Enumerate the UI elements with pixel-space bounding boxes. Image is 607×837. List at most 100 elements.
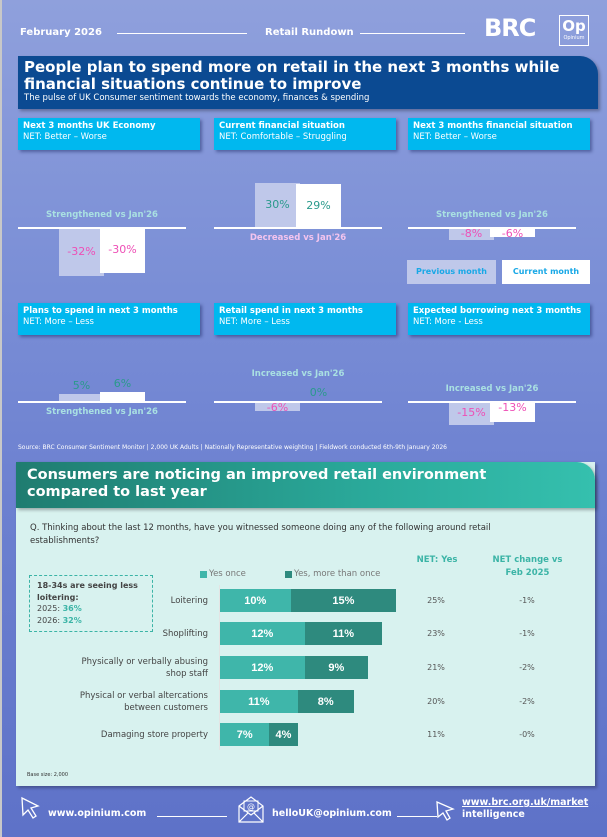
metric-card-title: Next 3 months financial situation (413, 121, 573, 131)
bar-value-label: 0% (309, 386, 328, 399)
metric-card-subtitle: NET: More – Less (219, 317, 290, 327)
legend-previous-month: Previous month (407, 260, 496, 284)
brc-website-link-line2[interactable]: intelligence (462, 809, 525, 820)
change-vs-previous: Strengthened vs Jan'26 (436, 210, 548, 220)
legend-yes-more-label: Yes, more than once (294, 569, 381, 579)
email-icon: @ (238, 796, 264, 823)
header-divider (117, 33, 247, 34)
bar-value-label: 30% (265, 197, 290, 211)
bar-yes-more-than-once: 9% (304, 656, 369, 679)
metric-card-title: Retail spend in next 3 months (219, 306, 363, 316)
loitering-callout: 18-34s are seeing less loitering: 2025: … (29, 575, 153, 632)
metric-card-next-3-months-financial-situation: Next 3 months financial situation NET: Be… (408, 118, 590, 150)
metric-card-plans-to-spend-in-next-3-months: Plans to spend in next 3 months NET: More… (18, 303, 200, 335)
col-header-net-yes: NET: Yes (407, 554, 467, 567)
callout-2026-label: 2026: (37, 615, 63, 625)
bar-yes-once: 12% (220, 656, 305, 679)
row-label: Shoplifting (163, 628, 208, 641)
report-date: February 2026 (20, 27, 102, 38)
change-vs-previous: Increased vs Jan'26 (251, 369, 345, 379)
bar-previous-month (59, 228, 104, 276)
base-size-note: Base size: 2,000 (27, 772, 69, 778)
sentiment-banner-subtitle: The pulse of UK Consumer sentiment towar… (24, 93, 370, 103)
sentiment-banner: People plan to spend more on retail in t… (18, 56, 598, 109)
bar-yes-once: 11% (220, 690, 298, 713)
opinium-logo: Op Opinium (559, 15, 589, 46)
metric-card-subtitle: NET: Comfortable – Struggling (219, 132, 347, 142)
metric-card-title: Plans to spend in next 3 months (23, 306, 178, 316)
metric-card-subtitle: NET: Better – Worse (23, 132, 107, 142)
brc-website-link-line1[interactable]: www.brc.org.uk/market (462, 797, 589, 808)
chart-baseline (214, 227, 382, 229)
retail-environment-banner: Consumers are noticing an improved retai… (16, 462, 595, 508)
legend-previous-month-label: Previous month (416, 267, 487, 276)
chart-baseline (214, 401, 382, 403)
col-header-net-change: NET change vs Feb 2025 (480, 554, 575, 580)
bar-previous-month (449, 402, 494, 425)
legend-current-month-label: Current month (512, 267, 580, 276)
source-note: Source: BRC Consumer Sentiment Monitor |… (18, 444, 447, 451)
net-change-value: -1% (519, 596, 535, 605)
bar-yes-more-than-once: 4% (269, 723, 298, 746)
row-label-line: Shoplifting (162, 628, 208, 639)
callout-2025-value: 36% (62, 604, 82, 613)
bar-current-month (296, 184, 341, 227)
bar-current-month (490, 402, 535, 422)
change-vs-previous: Decreased vs Jan'26 (249, 233, 347, 243)
callout-2026: 2026: 32% (37, 615, 145, 627)
opinium-logo-name: Opinium (563, 35, 585, 41)
net-change-value: -1% (519, 629, 535, 638)
bar-previous-month (59, 393, 104, 401)
brc-logo: BRC (484, 14, 536, 42)
svg-text:@: @ (247, 802, 255, 811)
row-label-line: Physical or verbal altercations (79, 690, 208, 701)
legend-yes-more: Yes, more than once (285, 569, 380, 579)
col-header-net-change-line2: Feb 2025 (505, 568, 550, 578)
bar-value-label: -15% (457, 406, 486, 420)
chart-baseline (18, 401, 186, 403)
bar-yes-once: 10% (220, 589, 291, 612)
footer-divider (397, 816, 437, 817)
metric-card-retail-spend-in-next-3-months: Retail spend in next 3 months NET: More –… (214, 303, 396, 335)
change-vs-previous: Strengthened vs Jan'26 (46, 407, 158, 417)
row-label: Loitering (171, 595, 208, 608)
chart-baseline (408, 227, 576, 229)
row-label: Physical or verbal altercations between c… (80, 690, 208, 715)
net-change-value: -2% (519, 663, 535, 672)
footer-divider (157, 816, 227, 817)
retail-environment-title: Consumers are noticing an improved retai… (27, 467, 487, 500)
change-vs-previous: Strengthened vs Jan'26 (46, 210, 158, 220)
brc-website-link[interactable]: www.brc.org.uk/market intelligence (462, 797, 588, 821)
col-header-net-change-line1: NET change vs (492, 555, 563, 565)
metric-card-current-financial-situation: Current financial situation NET: Comforta… (214, 118, 396, 150)
bar-value-label: -8% (460, 227, 483, 240)
callout-heading: 18-34s are seeing less loitering: (37, 581, 138, 602)
sentiment-banner-title: People plan to spend more on retail in t… (24, 58, 560, 93)
metric-card-subtitle: NET: More – Less (23, 317, 94, 327)
change-vs-previous: Increased vs Jan'26 (445, 384, 539, 394)
metric-card-subtitle: NET: Better – Worse (413, 132, 497, 142)
bar-previous-month (255, 402, 300, 412)
bar-yes-more-than-once: 15% (290, 589, 397, 612)
bar-value-label: 5% (72, 378, 91, 392)
net-yes-value: 20% (427, 697, 445, 706)
net-change-value: -0% (519, 730, 535, 739)
row-label-line: Physically or verbally abusing (81, 656, 208, 667)
bar-value-label: -30% (108, 243, 137, 257)
net-yes-value: 23% (427, 629, 445, 638)
bar-chart-axis (219, 585, 220, 750)
header-divider (360, 33, 465, 34)
bar-value-label: 6% (113, 377, 132, 391)
bar-value-label: 29% (306, 198, 331, 212)
bar-current-month (100, 392, 145, 401)
legend-yes-once: Yes once (200, 569, 246, 579)
row-label-line: Damaging store property (100, 729, 208, 740)
net-yes-value: 21% (427, 663, 445, 672)
bar-previous-month (449, 228, 494, 241)
email-link[interactable]: helloUK@opinium.com (272, 808, 392, 819)
opinium-website-link[interactable]: www.opinium.com (48, 808, 147, 819)
bar-yes-once: 7% (220, 723, 270, 746)
row-label-line: Loitering (170, 595, 208, 606)
cursor-icon (436, 800, 455, 821)
metric-card-subtitle: NET: More - Less (413, 317, 483, 327)
